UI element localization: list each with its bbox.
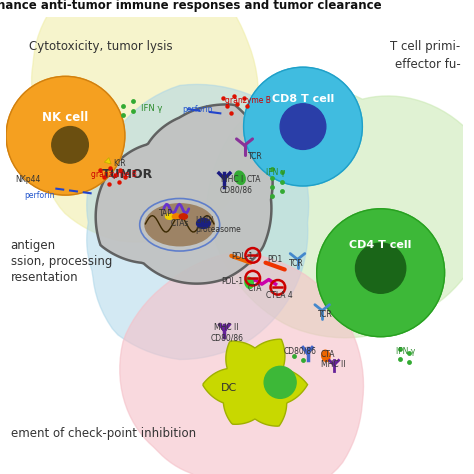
Text: CD80/86: CD80/86 — [284, 347, 317, 356]
Text: CD4 T cell: CD4 T cell — [349, 240, 412, 250]
Text: MHC I: MHC I — [221, 175, 243, 184]
Ellipse shape — [173, 214, 181, 219]
Text: perforin: perforin — [24, 191, 55, 200]
Circle shape — [264, 366, 296, 398]
Text: CD80/86: CD80/86 — [220, 185, 253, 194]
Text: KIR: KIR — [113, 159, 126, 168]
Text: TUMOR: TUMOR — [101, 168, 153, 181]
Text: PDL-1: PDL-1 — [231, 252, 253, 261]
Text: antigen: antigen — [11, 239, 56, 252]
Text: IFN γ: IFN γ — [396, 347, 415, 356]
Text: hance anti-tumor immune responses and tumor clearance: hance anti-tumor immune responses and tu… — [0, 0, 382, 12]
Text: CD80/86: CD80/86 — [210, 333, 243, 342]
Text: IFN γ: IFN γ — [141, 104, 162, 113]
Text: granzyme B: granzyme B — [91, 170, 137, 179]
Text: TCR: TCR — [318, 310, 332, 319]
Text: proteasome: proteasome — [196, 225, 241, 234]
Text: DC: DC — [221, 383, 237, 393]
Text: CTA: CTA — [247, 175, 261, 184]
Text: NK cell: NK cell — [42, 111, 89, 124]
Text: granzyme B: granzyme B — [225, 96, 271, 105]
Polygon shape — [87, 84, 309, 359]
Text: LMP/: LMP/ — [196, 216, 214, 225]
Polygon shape — [32, 0, 258, 242]
Circle shape — [317, 209, 445, 337]
Polygon shape — [207, 88, 474, 338]
Ellipse shape — [179, 214, 187, 219]
Circle shape — [356, 243, 406, 293]
Text: NKp44: NKp44 — [15, 174, 41, 183]
Polygon shape — [104, 158, 111, 164]
Text: PDL-1: PDL-1 — [221, 277, 243, 286]
Circle shape — [52, 127, 88, 163]
Ellipse shape — [245, 277, 253, 288]
Circle shape — [244, 67, 362, 186]
Ellipse shape — [144, 203, 215, 246]
Ellipse shape — [165, 214, 174, 219]
Text: TAP: TAP — [159, 209, 173, 218]
Text: PD1: PD1 — [267, 255, 283, 264]
Text: CTA: CTA — [320, 349, 335, 358]
Circle shape — [280, 104, 326, 149]
Text: perforin: perforin — [182, 105, 212, 114]
Text: T cell primi-: T cell primi- — [390, 40, 461, 53]
Polygon shape — [96, 104, 273, 283]
Circle shape — [6, 76, 125, 195]
Text: ssion, processing: ssion, processing — [11, 255, 112, 268]
Text: TCR: TCR — [289, 259, 304, 268]
Polygon shape — [203, 339, 308, 426]
Text: CD8 T cell: CD8 T cell — [272, 94, 334, 104]
Text: Cytotoxicity, tumor lysis: Cytotoxicity, tumor lysis — [29, 40, 173, 53]
Text: effector fu-: effector fu- — [395, 58, 461, 72]
Ellipse shape — [197, 219, 210, 228]
Text: CTA: CTA — [247, 284, 262, 293]
Text: resentation: resentation — [11, 271, 78, 284]
Text: IFN γ: IFN γ — [266, 168, 286, 177]
Ellipse shape — [235, 171, 245, 184]
Text: CTLA 4: CTLA 4 — [266, 291, 293, 300]
Ellipse shape — [322, 350, 330, 362]
Text: MHC II: MHC II — [214, 323, 238, 332]
Text: ement of check-point inhibition: ement of check-point inhibition — [11, 427, 196, 440]
Polygon shape — [120, 252, 364, 474]
Text: TCR: TCR — [248, 152, 263, 161]
Text: MHC II: MHC II — [321, 360, 346, 369]
Text: CTAs: CTAs — [171, 219, 189, 228]
